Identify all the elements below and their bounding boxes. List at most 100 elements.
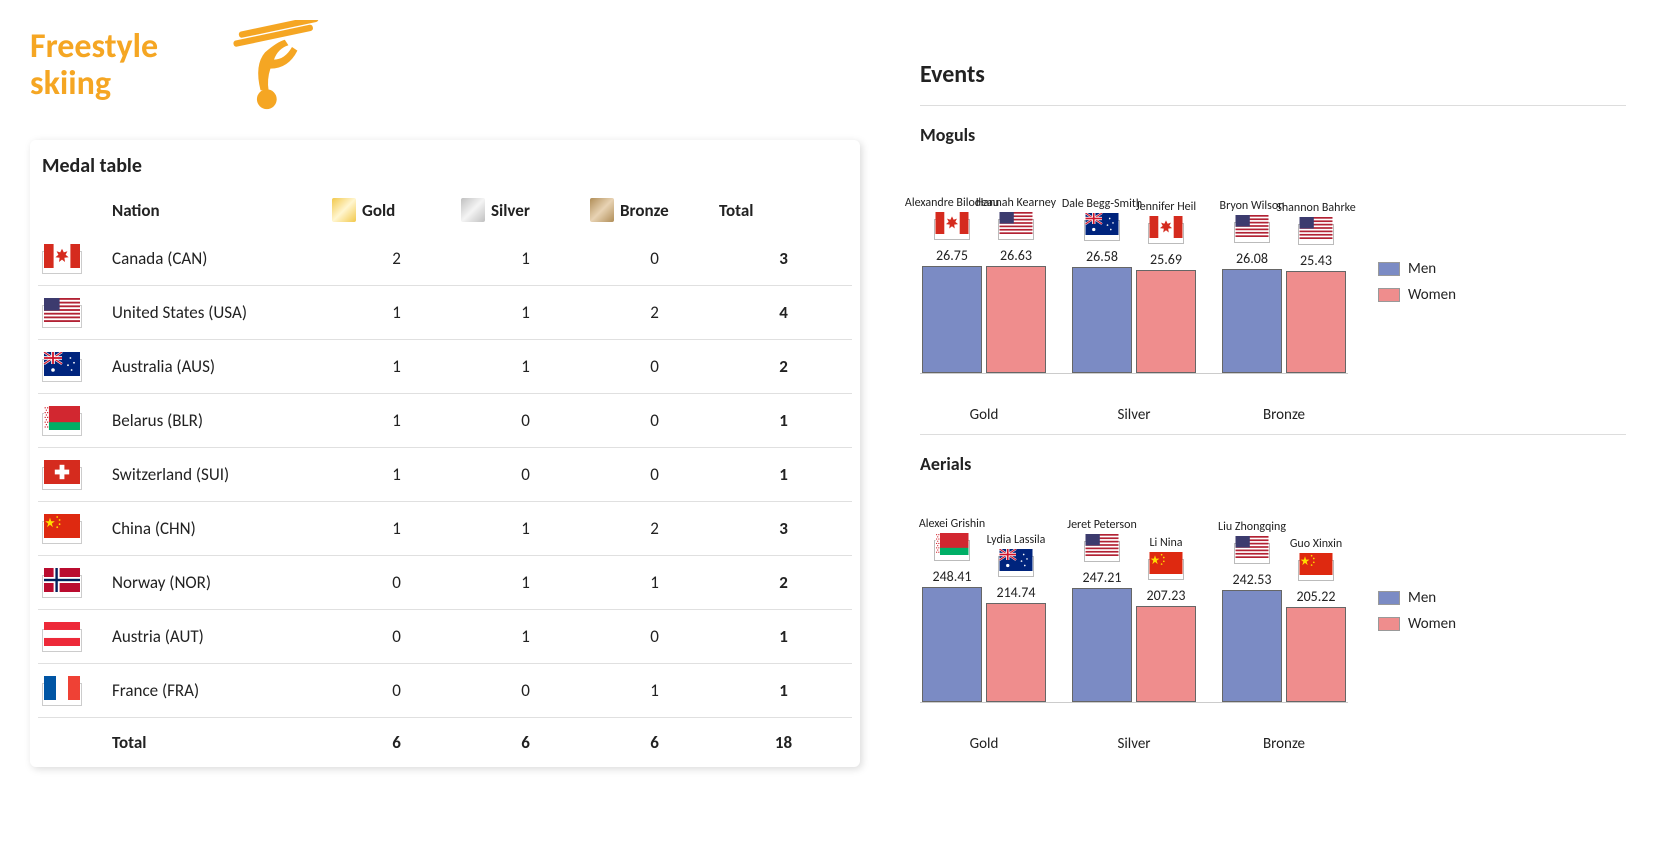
nation-cell: France (FRA) <box>112 680 332 701</box>
total-cell: 4 <box>719 302 848 323</box>
x-axis-label: Gold <box>920 735 1048 753</box>
bar-value: 26.63 <box>1000 247 1032 264</box>
bronze-cell: 1 <box>590 572 719 593</box>
bronze-cell: 1 <box>590 680 719 701</box>
athlete-name: Jennifer Heil <box>1136 200 1196 214</box>
medal-group: Dale Begg-Smith26.58Jennifer Heil25.69 <box>1070 182 1198 373</box>
bar-value: 25.69 <box>1150 251 1182 268</box>
nation-cell: Switzerland (SUI) <box>112 464 332 485</box>
freestyle-skiing-icon <box>210 20 320 110</box>
bar <box>1136 270 1196 373</box>
flag-icon <box>42 251 82 274</box>
flag-icon <box>998 549 1034 576</box>
gold-cell: 1 <box>332 464 461 485</box>
legend: Men Women <box>1378 589 1456 633</box>
bronze-cell: 2 <box>590 518 719 539</box>
medal-table-title: Medal table <box>42 154 852 178</box>
athlete-name: Hannah Kearney <box>976 196 1056 210</box>
page-title: Freestyle skiing <box>30 28 190 103</box>
athlete-name: Shannon Bahrke <box>1276 201 1355 215</box>
medal-table-total-row: Total 6 6 6 18 <box>38 717 852 763</box>
flag-icon <box>934 533 970 560</box>
table-row: Canada (CAN) 2 1 0 3 <box>38 232 852 286</box>
gold-cell: 1 <box>332 410 461 431</box>
nation-cell: Norway (NOR) <box>112 572 332 593</box>
athlete-name: Dale Begg-Smith <box>1062 197 1142 211</box>
total-cell: 3 <box>719 248 848 269</box>
women-bar: Lydia Lassila 214.74 <box>984 533 1048 702</box>
bar-value: 26.75 <box>936 247 968 264</box>
total-cell: 1 <box>719 464 848 485</box>
divider <box>920 105 1626 106</box>
bronze-icon <box>590 198 614 222</box>
athlete-name: Bryon Wilson <box>1220 199 1285 213</box>
silver-cell: 1 <box>461 302 590 323</box>
nation-cell: Belarus (BLR) <box>112 410 332 431</box>
bar-value: 25.43 <box>1300 252 1332 269</box>
header: Freestyle skiing <box>30 20 860 110</box>
bar-value: 242.53 <box>1232 571 1271 588</box>
medal-group: Alexandre Bilodeau26.75Hannah Kearney26.… <box>920 178 1048 373</box>
bar <box>1286 607 1346 702</box>
legend-item: Men <box>1378 260 1456 278</box>
silver-cell: 0 <box>461 410 590 431</box>
flag-icon <box>42 629 82 652</box>
flag-icon <box>1148 552 1184 579</box>
bar-value: 26.08 <box>1236 250 1268 267</box>
events-title: Events <box>920 60 1626 89</box>
table-row: Norway (NOR) 0 1 1 2 <box>38 556 852 610</box>
men-bar: Liu Zhongqing 242.53 <box>1220 520 1284 702</box>
bronze-cell: 0 <box>590 356 719 377</box>
bronze-cell: 0 <box>590 464 719 485</box>
col-total: Total <box>719 200 848 221</box>
flag-icon <box>42 521 82 544</box>
bronze-cell: 2 <box>590 302 719 323</box>
bar <box>986 266 1046 373</box>
bar <box>922 587 982 702</box>
gold-cell: 1 <box>332 302 461 323</box>
event-name: Moguls <box>920 124 1626 146</box>
bar-chart: Alexandre Bilodeau26.75Hannah Kearney26.… <box>920 154 1348 374</box>
nation-cell: Australia (AUS) <box>112 356 332 377</box>
women-bar: Guo Xinxin205.22 <box>1284 537 1348 702</box>
flag-icon <box>1298 553 1334 580</box>
athlete-name: Lydia Lassila <box>987 533 1046 547</box>
athlete-name: Guo Xinxin <box>1290 537 1342 551</box>
divider <box>920 434 1626 435</box>
bar <box>1072 267 1132 373</box>
men-bar: Alexei Grishin 248.41 <box>920 517 984 702</box>
total-cell: 2 <box>719 572 848 593</box>
medal-group: Bryon Wilson 26.08 Shannon Bahrke25.43 <box>1220 183 1348 373</box>
bar-value: 248.41 <box>932 568 971 585</box>
men-bar: Alexandre Bilodeau26.75 <box>920 196 984 373</box>
silver-icon <box>461 198 485 222</box>
flag-icon <box>42 683 82 706</box>
athlete-name: Liu Zhongqing <box>1218 520 1286 534</box>
total-cell: 2 <box>719 356 848 377</box>
women-bar: Shannon Bahrke25.43 <box>1284 201 1348 373</box>
flag-icon <box>1084 213 1120 240</box>
table-row: Switzerland (SUI) 1 0 0 1 <box>38 448 852 502</box>
silver-cell: 0 <box>461 464 590 485</box>
medal-group: Alexei Grishin 248.41 Lydia Lassila 214.74 <box>920 515 1048 702</box>
women-bar: Hannah Kearney26.63 <box>984 196 1048 373</box>
athlete-name: Li Nina <box>1149 536 1182 550</box>
x-axis-label: Silver <box>1070 406 1198 424</box>
nation-cell: China (CHN) <box>112 518 332 539</box>
gold-cell: 0 <box>332 626 461 647</box>
athlete-name: Alexei Grishin <box>919 517 985 531</box>
medal-group: Jeret Peterson247.21Li Nina207.23 <box>1070 518 1198 702</box>
bar-value: 214.74 <box>996 584 1035 601</box>
table-row: United States (USA) 1 1 2 4 <box>38 286 852 340</box>
men-bar: Bryon Wilson 26.08 <box>1220 199 1284 373</box>
nation-cell: United States (USA) <box>112 302 332 323</box>
bar-value: 26.58 <box>1086 248 1118 265</box>
bronze-cell: 0 <box>590 626 719 647</box>
flag-icon <box>998 212 1034 239</box>
total-cell: 3 <box>719 518 848 539</box>
medal-table-header: Nation Gold Silver Bronze Total <box>38 192 852 232</box>
x-axis-label: Bronze <box>1220 406 1348 424</box>
medal-table: Medal table Nation Gold Silver Bronze To… <box>30 140 860 767</box>
gold-cell: 0 <box>332 680 461 701</box>
total-cell: 1 <box>719 626 848 647</box>
